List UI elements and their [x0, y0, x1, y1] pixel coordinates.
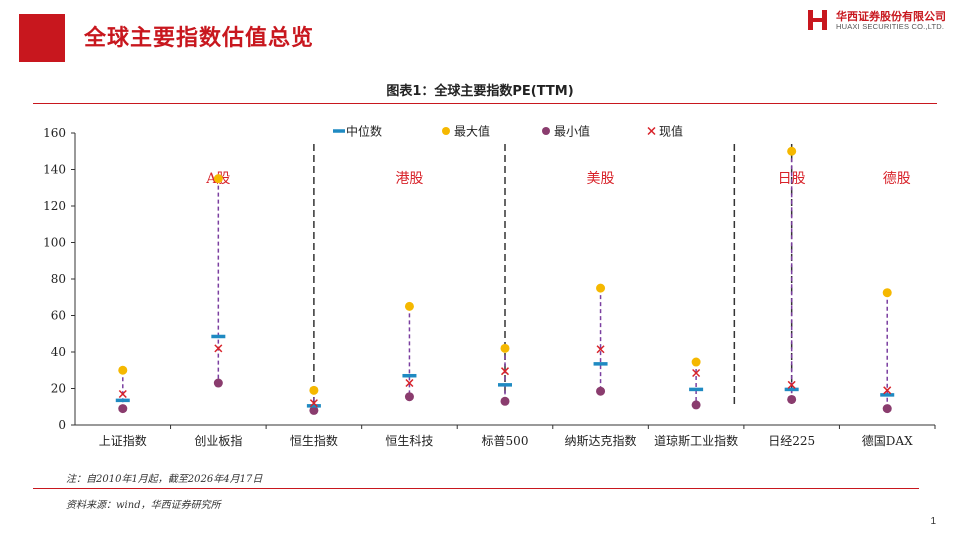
x-tick-label: 上证指数: [99, 433, 147, 448]
median-marker: [306, 404, 321, 408]
min-point: [309, 405, 319, 415]
source-note: 资料来源：wind，华西证券研究所: [66, 500, 221, 511]
group-label: 美股: [587, 171, 615, 187]
current-marker: [692, 368, 701, 378]
title-accent-block: [19, 14, 65, 62]
footer-rule: [33, 488, 919, 489]
y-tick-label: 60: [51, 309, 66, 323]
legend-current-swatch: [647, 126, 656, 136]
y-tick-label: 120: [43, 199, 66, 213]
median-marker: [593, 362, 608, 366]
median-marker: [115, 398, 130, 403]
x-tick-label: 恒生指数: [290, 433, 338, 448]
legend-label: 中位数: [346, 124, 382, 139]
legend-label: 现值: [659, 124, 683, 139]
legend-median-swatch: [333, 129, 345, 133]
legend-min-swatch: [542, 127, 550, 135]
median-marker: [402, 373, 417, 378]
median-marker: [784, 387, 799, 392]
current-marker: [309, 399, 318, 408]
x-tick-label: 日经225: [768, 434, 815, 448]
max-point: [882, 288, 892, 298]
min-point: [596, 386, 606, 396]
group-label: 港股: [395, 171, 423, 187]
logo-company-name-en: HUAXI SECURITIES CO.,LTD.: [836, 22, 945, 31]
min-point: [404, 392, 414, 402]
current-marker: [883, 386, 892, 395]
median-marker: [498, 383, 512, 387]
title-rule: [33, 103, 937, 104]
max-point: [309, 385, 319, 395]
x-tick-label: 创业板指: [194, 433, 242, 448]
current-marker: [118, 389, 127, 399]
x-tick-label: 德国DAX: [862, 433, 913, 448]
y-tick-label: 100: [43, 236, 66, 250]
y-tick-label: 40: [51, 345, 66, 359]
y-tick-label: 80: [51, 272, 66, 286]
x-tick-label: 恒生科技: [385, 434, 433, 448]
max-point: [118, 365, 128, 375]
x-tick-label: 标普500: [482, 434, 529, 448]
current-marker: [787, 380, 796, 389]
group-label: 德股: [883, 171, 911, 187]
min-point: [500, 396, 510, 406]
max-point: [500, 343, 510, 353]
y-tick-label: 20: [51, 382, 66, 396]
max-point: [787, 146, 797, 156]
group-label: 日股: [778, 171, 806, 187]
current-marker: [500, 367, 510, 376]
chart-title: 图表1：全球主要指数PE(TTM): [386, 84, 574, 99]
x-tick-label: 纳斯达克指数: [565, 433, 637, 448]
current-marker: [405, 378, 414, 388]
x-tick-label: 道琼斯工业指数: [654, 433, 738, 448]
max-point: [691, 357, 701, 367]
page-number: 1: [930, 516, 936, 527]
min-point: [691, 400, 701, 410]
min-point: [118, 404, 128, 414]
max-point: [404, 301, 414, 311]
legend-label: 最小值: [554, 124, 590, 139]
logo-company-name-cn: 华西证券股份有限公司: [836, 10, 946, 23]
huaxi-logo-icon: [808, 10, 827, 30]
min-point: [213, 378, 223, 388]
min-point: [787, 394, 797, 404]
y-tick-label: 0: [58, 418, 66, 432]
current-marker: [214, 344, 223, 353]
legend-label: 最大值: [454, 124, 490, 139]
current-marker: [596, 345, 605, 354]
y-tick-label: 140: [43, 163, 66, 177]
min-point: [882, 404, 892, 414]
median-marker: [211, 334, 226, 339]
y-tick-label: 160: [43, 126, 66, 140]
max-point: [596, 283, 606, 293]
company-logo: 华西证券股份有限公司 HUAXI SECURITIES CO.,LTD.: [808, 8, 952, 34]
chart-note: 注：自2010年1月起，截至2026年4月17日: [66, 474, 263, 485]
page-title: 全球主要指数估值总览: [84, 26, 315, 51]
median-marker: [689, 387, 704, 392]
median-marker: [880, 393, 895, 397]
legend-max-swatch: [442, 127, 450, 135]
max-point: [213, 174, 223, 184]
